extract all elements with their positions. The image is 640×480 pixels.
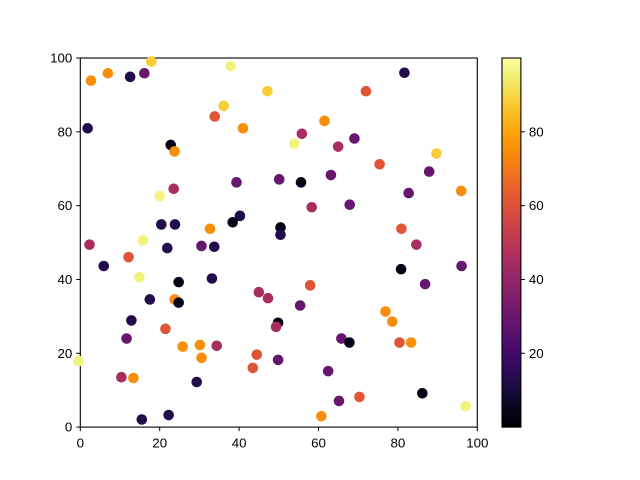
svg-text:0: 0 — [77, 436, 84, 451]
svg-text:80: 80 — [391, 436, 406, 451]
svg-text:60: 60 — [58, 198, 73, 213]
svg-text:20: 20 — [152, 436, 167, 451]
svg-text:80: 80 — [529, 124, 544, 139]
svg-text:40: 40 — [529, 272, 544, 287]
svg-text:60: 60 — [311, 436, 326, 451]
svg-text:100: 100 — [466, 436, 488, 451]
svg-text:40: 40 — [232, 436, 247, 451]
svg-text:100: 100 — [50, 51, 72, 66]
svg-text:60: 60 — [529, 198, 544, 213]
svg-text:20: 20 — [529, 346, 544, 361]
svg-text:20: 20 — [58, 346, 73, 361]
svg-text:0: 0 — [65, 420, 72, 435]
svg-text:40: 40 — [58, 272, 73, 287]
svg-text:80: 80 — [58, 124, 73, 139]
